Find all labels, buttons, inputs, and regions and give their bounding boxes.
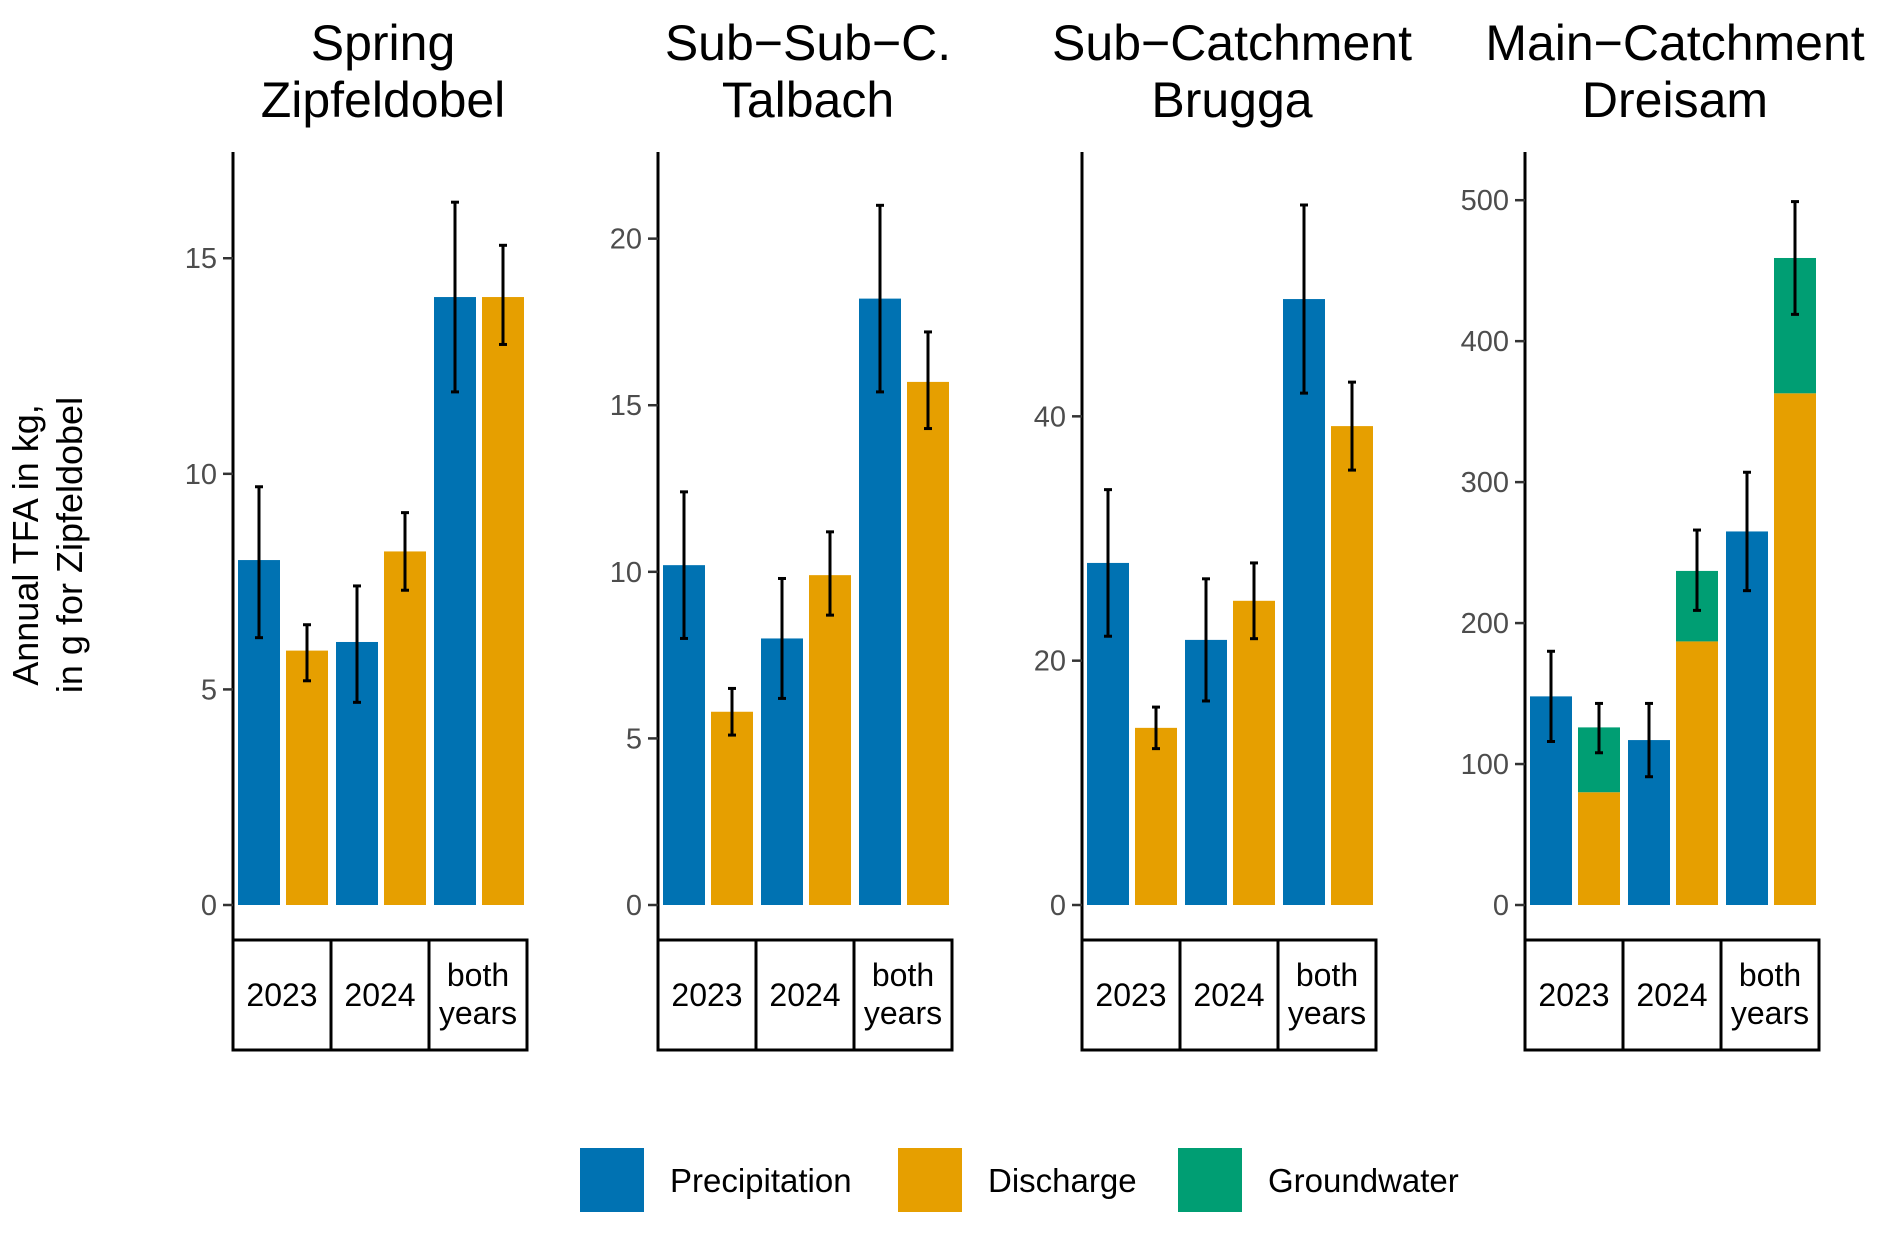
group-strip [427, 938, 529, 1052]
group-strip [1080, 938, 1182, 1052]
y-tick-label: 0 [626, 890, 642, 922]
y-tick-label: 5 [201, 674, 217, 706]
y-tick-label: 5 [626, 723, 642, 755]
panel-2: Sub−Sub−C.Talbach 0 5 10 15 20 2023 2024 bothyea… [610, 15, 954, 1052]
y-tick-label: 0 [1493, 890, 1509, 922]
group-label: 2024 [769, 977, 840, 1013]
legend-swatch-precipitation [580, 1148, 644, 1212]
bar-discharge [1676, 641, 1718, 905]
bar-discharge [1233, 600, 1275, 905]
bar-discharge [1578, 792, 1620, 905]
group-label: 2023 [1538, 977, 1609, 1013]
bar-precipitation [1726, 531, 1768, 905]
bar-discharge [711, 711, 753, 905]
group-strip [1621, 938, 1723, 1052]
group-label: 2023 [246, 977, 317, 1013]
y-axis-label-line: in g for Zipfeldobel [49, 397, 90, 693]
group-label: years [1288, 995, 1366, 1031]
group-strip [852, 938, 954, 1052]
group-label: 2024 [344, 977, 415, 1013]
group-strip [1276, 938, 1378, 1052]
group-strip [1719, 938, 1821, 1052]
y-tick-label: 10 [185, 459, 217, 491]
panel-title-line: Spring [311, 15, 456, 71]
y-tick-label: 200 [1461, 608, 1509, 640]
bar-precipitation [434, 297, 476, 906]
panel-title-line: Sub−Sub−C. [665, 15, 951, 71]
legend-swatch-discharge [898, 1148, 962, 1212]
y-tick-label: 500 [1461, 185, 1509, 217]
group-label: years [439, 995, 517, 1031]
y-tick-label: 20 [1034, 646, 1066, 678]
group-label: 2024 [1193, 977, 1264, 1013]
legend-label: Groundwater [1268, 1162, 1459, 1199]
bar-discharge [907, 381, 949, 905]
legend-swatch-groundwater [1178, 1148, 1242, 1212]
group-label: both [1739, 957, 1801, 993]
y-tick-label: 10 [610, 557, 642, 589]
group-strip [656, 938, 758, 1052]
panel-title-line: Talbach [722, 72, 894, 128]
legend: Precipitation Discharge Groundwater [580, 1148, 1459, 1212]
group-strip [329, 938, 431, 1052]
group-strip [1178, 938, 1280, 1052]
group-label: both [1296, 957, 1358, 993]
y-tick-label: 400 [1461, 326, 1509, 358]
y-axis-label: Annual TFA in kg,in g for Zipfeldobel [5, 397, 90, 693]
group-label: years [1731, 995, 1809, 1031]
bar-discharge [1331, 426, 1373, 905]
y-tick-label: 40 [1034, 401, 1066, 433]
group-label: both [872, 957, 934, 993]
bar-discharge [286, 650, 328, 905]
bar-discharge [482, 297, 524, 906]
panel-title-line: Brugga [1151, 72, 1312, 128]
y-tick-label: 15 [185, 243, 217, 275]
bar-discharge [1774, 393, 1816, 905]
panel-title-line: Main−Catchment [1485, 15, 1864, 71]
panel-title-line: Zipfeldobel [261, 72, 506, 128]
group-label: both [447, 957, 509, 993]
y-tick-label: 0 [1050, 890, 1066, 922]
legend-label: Precipitation [670, 1162, 852, 1199]
y-tick-label: 15 [610, 390, 642, 422]
y-tick-label: 0 [201, 890, 217, 922]
legend-label: Discharge [988, 1162, 1137, 1199]
y-axis-label-line: Annual TFA in kg, [5, 404, 46, 686]
group-label: 2023 [671, 977, 742, 1013]
group-label: 2023 [1095, 977, 1166, 1013]
bar-discharge [384, 551, 426, 905]
group-label: years [864, 995, 942, 1031]
bar-precipitation [859, 298, 901, 905]
y-tick-label: 100 [1461, 749, 1509, 781]
panel-title-line: Dreisam [1582, 72, 1768, 128]
group-label: 2024 [1636, 977, 1707, 1013]
bar-precipitation [1283, 299, 1325, 905]
y-tick-label: 300 [1461, 467, 1509, 499]
bar-discharge [1135, 727, 1177, 905]
panel-title-line: Sub−Catchment [1052, 15, 1412, 71]
bar-discharge [809, 575, 851, 905]
y-tick-label: 20 [610, 224, 642, 256]
